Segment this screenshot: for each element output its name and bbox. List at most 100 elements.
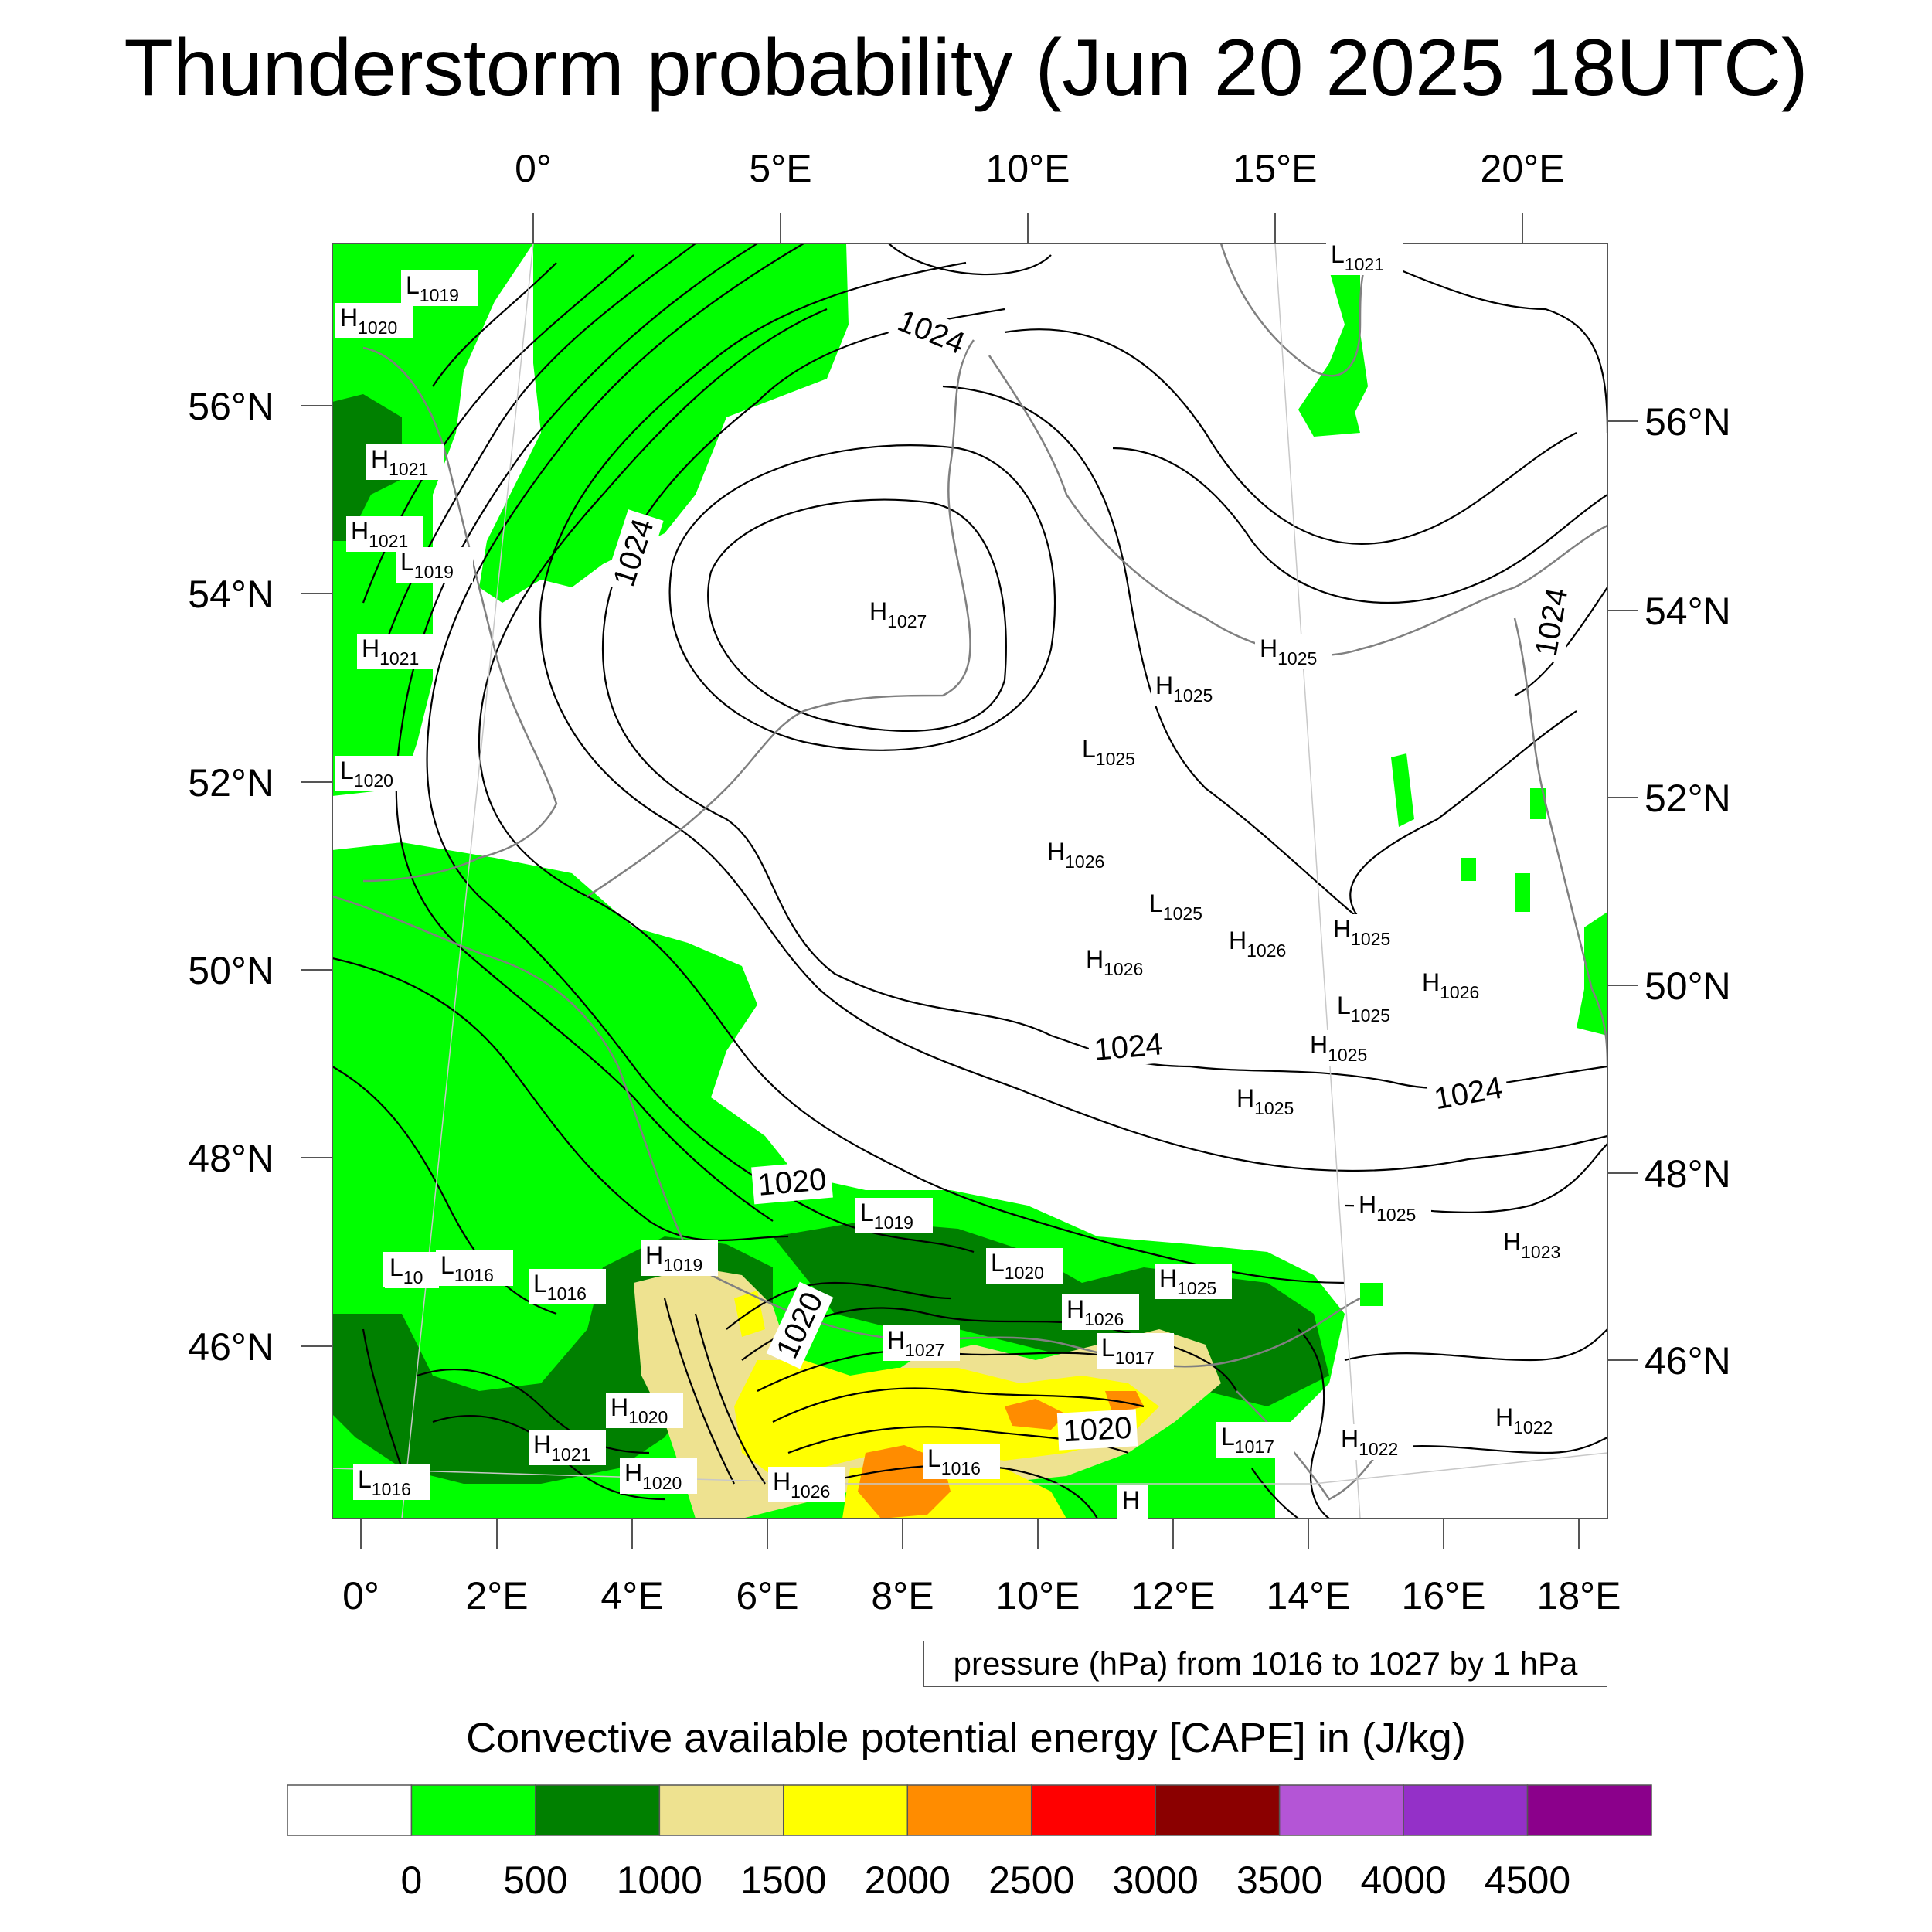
isobar-alps-8 [663,1298,735,1485]
isobar-alps-1 [741,1307,1237,1392]
pressure-center-low: L1025 [1332,991,1410,1026]
isobar-west-3 [332,1066,557,1315]
pressure-center-text: L1019 [860,1199,913,1233]
pressure-center-bg [1336,1424,1413,1460]
pressure-center-bg [1328,914,1406,950]
pressure-center-text: H1025 [1155,672,1213,706]
isobar-1020-a [395,243,774,1222]
pressure-center-bg [865,597,942,632]
pressure-center-text: H1020 [624,1459,682,1493]
pressure-center-text: L1016 [927,1444,981,1478]
right-lat-label: 54°N [1645,590,1731,633]
bottom-lon-label: 2°E [465,1574,528,1617]
colorbar-swatch [1403,1784,1529,1836]
pressure-center-bg [1417,968,1495,1003]
pressure-center-low: L1020 [986,1248,1063,1284]
pressure-center-bg [1232,1083,1309,1119]
left-lat-label: 48°N [188,1137,274,1180]
pressure-center-low: L10 [385,1253,439,1288]
right-lat-label: 46°N [1645,1339,1731,1383]
isobar-east-3 [1344,1328,1607,1362]
right-lat-label: 50°N [1645,964,1731,1008]
pressure-center-text: H1025 [1236,1084,1294,1118]
bottom-lon-label: 16°E [1402,1574,1486,1617]
isobar-1025 [942,385,1577,920]
pressure-center-text: H1025 [1359,1191,1416,1225]
colorbar-swatch [658,1784,784,1836]
isobar-1019 [377,243,696,665]
pressure-center-high: H1025 [1151,671,1228,706]
pressure-center-text: H1019 [645,1241,702,1275]
contour-label-bg [751,1160,833,1205]
pressure-center-text: H1026 [1229,927,1286,961]
pressure-center-bg [1216,1422,1294,1458]
top-lon-label: 15°E [1233,147,1318,190]
isobar-layer [332,243,1607,1519]
cape-area-east-5 [1515,873,1530,912]
pressure-center-text: L1016 [533,1270,587,1304]
pressure-center-text: H1025 [1260,634,1317,668]
pressure-center-high: H1026 [1417,968,1495,1003]
top-lon-label: 10°E [986,147,1070,190]
pressure-center-bg [606,1393,683,1428]
pressure-center-low: L1025 [1145,889,1222,924]
cape-area-1500 [734,1360,1159,1476]
pressure-center-bg [335,756,413,791]
pressure-center-low: L1021 [1326,240,1403,275]
contour-label-bg [1526,580,1577,665]
contour-label: 1020 [1056,1409,1138,1451]
pressure-center-bg [1097,1333,1174,1369]
isobar-west-1 [432,262,557,387]
pressure-center-text: H1027 [887,1326,944,1360]
axis-ticks [301,213,1638,1549]
top-lon-label: 0° [515,147,552,190]
top-lon-label: 5°E [749,147,811,190]
map-title: Thunderstorm probability (Jun 20 2025 18… [124,23,1808,113]
pressure-center-bg [768,1467,845,1502]
graticule-meridian-15e [1274,243,1361,1519]
colorbar-swatch [906,1784,1032,1836]
pressure-center-text: H1021 [362,634,419,668]
pressure-center-text: L1025 [1337,992,1390,1026]
isobar-1022 [478,308,1345,1284]
pressure-center-low: L1025 [1077,734,1155,770]
cape-area-east-7 [1360,1283,1383,1306]
pressure-center-high: H1025 [1255,634,1332,669]
pressure-center-low: L1016 [353,1464,430,1500]
cape-area-east-1 [1298,263,1368,433]
right-lat-label: 56°N [1645,400,1731,444]
isobar-north-1 [888,243,1052,276]
pressure-center-text: H1025 [1159,1264,1216,1298]
pressure-center-bg [385,1253,439,1288]
left-lat-label: 46°N [188,1325,274,1369]
pressure-center-bg [1077,734,1155,770]
border-france [332,895,697,1268]
contour-info-box: pressure (hPa) from 1016 to 1027 by 1 hP… [923,1641,1607,1687]
colorbar-tick-label: 3500 [1236,1859,1322,1902]
pressure-center-bg [357,634,434,669]
pressure-center-text: L1017 [1101,1334,1155,1368]
pressure-center-bg [1151,671,1228,706]
pressure-center-low: L1020 [335,756,413,791]
isobar-north-3 [1112,447,1607,604]
colorbar-swatch [1155,1784,1281,1836]
pressure-center-low: L1017 [1097,1333,1174,1369]
isobar-alps-7 [694,1313,766,1485]
colorbar: 0 500 1000 1500 2000 2500 3000 3500 4000 4500 [287,1784,1652,1902]
colorbar-tick-label: 4000 [1360,1859,1446,1902]
pressure-center-bg [883,1325,960,1361]
pressure-center-bg [1043,837,1120,872]
pressure-center-bg [1081,944,1158,980]
pressure-center-low: L1019 [396,547,473,583]
axis-labels: 0° 5°E 10°E 15°E 20°E 0° 2°E 4°E 6°E 8°E 10°E 12°E 1… [188,147,1730,1617]
pressure-center-high: H1021 [357,634,434,669]
pressure-center-text: H1025 [1310,1031,1367,1065]
pressure-center-text: H1022 [1495,1403,1553,1437]
isobar-sw-3 [362,1328,403,1469]
pressure-center-high: H1025 [1305,1030,1383,1066]
pressure-center-text: L1016 [440,1251,494,1285]
bottom-lon-label: 6°E [736,1574,798,1617]
pressure-center-bg [1255,634,1332,669]
contour-label-bg [1426,1068,1511,1119]
